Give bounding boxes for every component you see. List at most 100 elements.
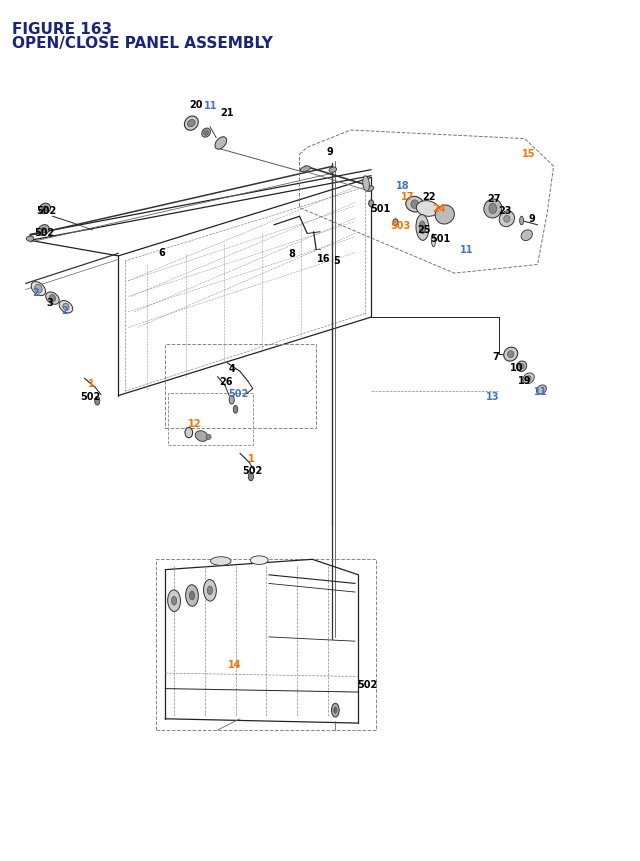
Ellipse shape	[206, 435, 211, 440]
Text: 26: 26	[219, 376, 232, 387]
Ellipse shape	[419, 222, 426, 234]
Ellipse shape	[38, 226, 49, 236]
Text: 18: 18	[396, 181, 409, 191]
Ellipse shape	[211, 557, 231, 566]
Text: 22: 22	[422, 192, 436, 202]
Circle shape	[369, 201, 374, 208]
Ellipse shape	[39, 204, 51, 214]
Text: 9: 9	[326, 146, 333, 157]
Ellipse shape	[526, 376, 531, 381]
Ellipse shape	[202, 129, 211, 138]
Text: FIGURE 163: FIGURE 163	[12, 22, 111, 36]
Ellipse shape	[42, 207, 47, 212]
Text: 1: 1	[248, 454, 255, 464]
Text: 23: 23	[498, 206, 511, 216]
Ellipse shape	[188, 121, 195, 127]
Text: 11: 11	[204, 101, 217, 111]
Text: 503: 503	[390, 220, 411, 231]
Text: 24: 24	[433, 204, 446, 214]
Text: 502: 502	[36, 206, 56, 216]
Ellipse shape	[489, 204, 497, 214]
Ellipse shape	[49, 295, 56, 302]
Text: 4: 4	[229, 363, 236, 374]
Text: 502: 502	[35, 227, 55, 238]
Text: 12: 12	[188, 418, 201, 429]
Text: 501: 501	[430, 233, 451, 244]
Ellipse shape	[516, 362, 527, 372]
Ellipse shape	[215, 138, 227, 150]
Text: 19: 19	[518, 375, 532, 386]
Text: 20: 20	[189, 100, 202, 110]
Ellipse shape	[184, 117, 198, 131]
Ellipse shape	[207, 586, 212, 595]
Ellipse shape	[35, 285, 42, 294]
Ellipse shape	[300, 167, 310, 172]
Text: 14: 14	[228, 660, 241, 670]
Ellipse shape	[229, 396, 234, 405]
Ellipse shape	[172, 597, 177, 605]
Bar	[165, 344, 316, 429]
Text: 502: 502	[81, 391, 101, 401]
Ellipse shape	[520, 217, 524, 226]
Ellipse shape	[417, 201, 438, 217]
Text: OPEN/CLOSE PANEL ASSEMBLY: OPEN/CLOSE PANEL ASSEMBLY	[12, 36, 273, 51]
Text: 9: 9	[529, 214, 536, 224]
Ellipse shape	[63, 304, 69, 311]
Text: 17: 17	[401, 192, 414, 202]
Text: 502: 502	[242, 465, 262, 475]
Ellipse shape	[332, 703, 339, 717]
Circle shape	[393, 220, 398, 226]
Text: 6: 6	[159, 248, 166, 258]
Ellipse shape	[45, 293, 60, 305]
Ellipse shape	[521, 231, 532, 241]
Text: 501: 501	[370, 203, 390, 214]
Ellipse shape	[484, 200, 502, 219]
Text: 502: 502	[228, 388, 248, 399]
Ellipse shape	[523, 374, 534, 384]
Text: 27: 27	[488, 194, 501, 204]
Ellipse shape	[431, 235, 435, 247]
Text: 13: 13	[486, 391, 500, 401]
Text: 10: 10	[509, 362, 523, 373]
Text: 2: 2	[32, 288, 39, 298]
Ellipse shape	[204, 131, 209, 136]
Circle shape	[185, 428, 193, 438]
Ellipse shape	[250, 556, 268, 565]
Text: 25: 25	[417, 225, 431, 235]
Ellipse shape	[499, 212, 515, 227]
Ellipse shape	[204, 580, 216, 601]
Text: 8: 8	[288, 249, 295, 259]
Ellipse shape	[189, 592, 195, 600]
Text: 3: 3	[47, 297, 54, 307]
Text: 5: 5	[333, 256, 340, 266]
Bar	[156, 560, 376, 730]
Ellipse shape	[504, 216, 510, 223]
Text: 21: 21	[220, 108, 234, 118]
Ellipse shape	[363, 177, 369, 192]
Ellipse shape	[95, 397, 100, 406]
Ellipse shape	[519, 364, 524, 369]
Text: 16: 16	[317, 253, 330, 263]
Text: 7: 7	[493, 351, 500, 362]
Text: 11: 11	[534, 387, 547, 397]
Ellipse shape	[26, 237, 34, 242]
Ellipse shape	[59, 301, 73, 313]
Text: 502: 502	[357, 679, 378, 690]
Ellipse shape	[416, 215, 429, 241]
Ellipse shape	[41, 228, 46, 233]
Ellipse shape	[366, 187, 374, 192]
Ellipse shape	[406, 197, 424, 213]
Ellipse shape	[334, 708, 337, 713]
Ellipse shape	[186, 585, 198, 606]
Ellipse shape	[195, 431, 208, 442]
Text: 15: 15	[522, 149, 535, 159]
Ellipse shape	[435, 206, 454, 225]
Ellipse shape	[31, 282, 45, 296]
Text: 11: 11	[460, 245, 473, 255]
Ellipse shape	[168, 591, 180, 611]
Ellipse shape	[411, 201, 419, 209]
Ellipse shape	[329, 168, 337, 173]
Bar	[168, 393, 253, 445]
Ellipse shape	[504, 348, 518, 362]
Text: 1: 1	[88, 379, 95, 389]
